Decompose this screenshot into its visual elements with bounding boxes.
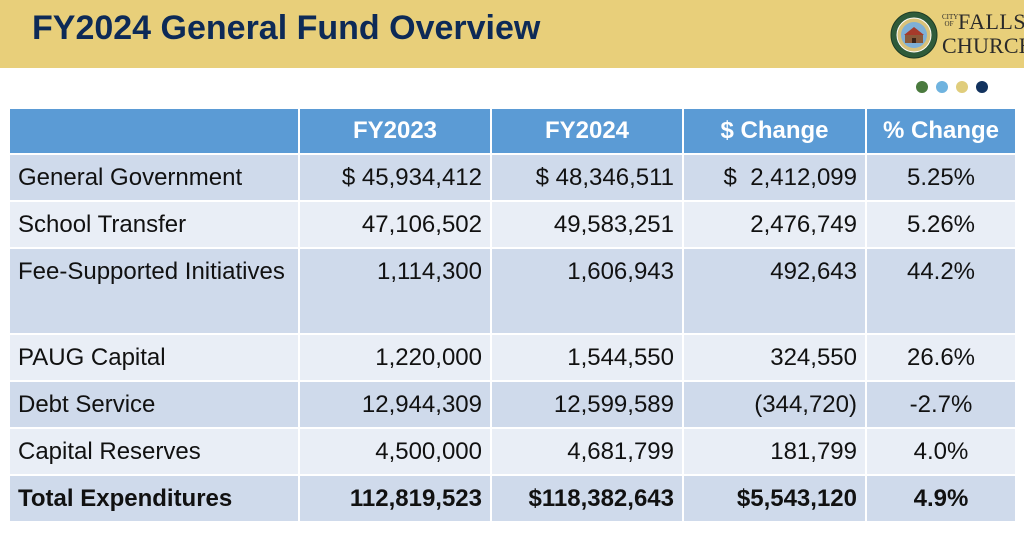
city-seal-icon	[890, 11, 938, 59]
percent-change-cell: 5.25%	[866, 154, 1015, 202]
fy2024-cell: 12,599,589	[491, 381, 684, 429]
row-label: General Government	[10, 154, 300, 202]
percent-change-cell: 5.26%	[866, 201, 1015, 249]
row-label: PAUG Capital	[10, 334, 300, 382]
fy2023-cell: $ 45,934,412	[299, 154, 492, 202]
percent-change-cell: -2.7%	[866, 381, 1015, 429]
green-dot-icon	[916, 81, 928, 93]
fy2024-cell: 49,583,251	[491, 201, 684, 249]
fy2023-cell: 1,220,000	[299, 334, 492, 382]
church-label: CHURCH	[942, 33, 1024, 58]
navy-dot-icon	[976, 81, 988, 93]
row-label: Capital Reserves	[10, 428, 300, 476]
falls-label: FALLS	[958, 9, 1024, 34]
table-row: School Transfer 47,106,502 49,583,251 2,…	[10, 201, 1015, 249]
total-fy2024-cell: $118,382,643	[491, 475, 684, 523]
dollar-change-cell: 181,799	[683, 428, 867, 476]
dollar-change-cell: 492,643	[683, 248, 867, 335]
total-row: Total Expenditures 112,819,523 $118,382,…	[10, 475, 1015, 523]
city-wordmark: CITY OF FALLS CHURCH	[942, 9, 1024, 60]
percent-change-cell: 26.6%	[866, 334, 1015, 382]
total-label: Total Expenditures	[10, 475, 300, 523]
gold-dot-icon	[956, 81, 968, 93]
total-fy2023-cell: 112,819,523	[299, 475, 492, 523]
fy2023-cell: 1,114,300	[299, 248, 492, 335]
row-label: School Transfer	[10, 201, 300, 249]
column-header-fy2024: FY2024	[491, 109, 684, 155]
column-header-dollar-change: $ Change	[683, 109, 867, 155]
fy2023-cell: 47,106,502	[299, 201, 492, 249]
row-label: Debt Service	[10, 381, 300, 429]
dollar-change-cell: $ 2,412,099	[683, 154, 867, 202]
fy2024-cell: $ 48,346,511	[491, 154, 684, 202]
column-header-fy2023: FY2023	[299, 109, 492, 155]
table-row: General Government $ 45,934,412 $ 48,346…	[10, 154, 1015, 202]
percent-change-cell: 44.2%	[866, 248, 1015, 335]
fy2023-cell: 12,944,309	[299, 381, 492, 429]
fy2024-cell: 4,681,799	[491, 428, 684, 476]
column-header-category	[10, 109, 300, 155]
dollar-change-cell: 2,476,749	[683, 201, 867, 249]
row-label: Fee-Supported Initiatives	[10, 248, 300, 335]
fy2024-cell: 1,544,550	[491, 334, 684, 382]
fy2023-cell: 4,500,000	[299, 428, 492, 476]
table-row: Fee-Supported Initiatives 1,114,300 1,60…	[10, 248, 1015, 335]
column-header-percent-change: % Change	[866, 109, 1015, 155]
light-blue-dot-icon	[936, 81, 948, 93]
table-row: Debt Service 12,944,309 12,599,589 (344,…	[10, 381, 1015, 429]
table-row: PAUG Capital 1,220,000 1,544,550 324,550…	[10, 334, 1015, 382]
total-percent-change-cell: 4.9%	[866, 475, 1015, 523]
dollar-change-cell: 324,550	[683, 334, 867, 382]
total-dollar-change-cell: $5,543,120	[683, 475, 867, 523]
title-banner: FY2024 General Fund Overview CITY OF FAL…	[0, 0, 1024, 68]
page-title: FY2024 General Fund Overview	[32, 9, 541, 47]
dollar-change-cell: (344,720)	[683, 381, 867, 429]
general-fund-table: FY2023 FY2024 $ Change % Change General …	[10, 109, 1015, 523]
table-header-row: FY2023 FY2024 $ Change % Change	[10, 109, 1015, 155]
percent-change-cell: 4.0%	[866, 428, 1015, 476]
fy2024-cell: 1,606,943	[491, 248, 684, 335]
table-row: Capital Reserves 4,500,000 4,681,799 181…	[10, 428, 1015, 476]
city-of-label: CITY OF	[942, 13, 959, 28]
